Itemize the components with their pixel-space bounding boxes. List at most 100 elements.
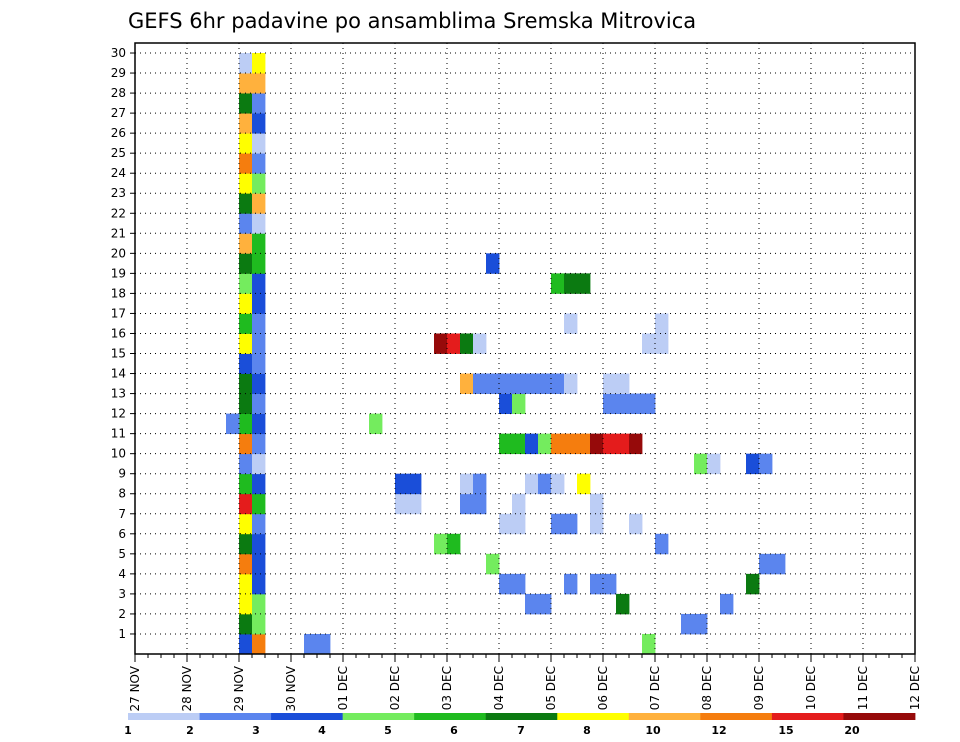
heatmap-cell: [239, 513, 253, 535]
heatmap-cell: [239, 493, 253, 515]
heatmap-cell: [239, 293, 253, 314]
heatmap-cell: [252, 113, 266, 134]
y-tick-label: 7: [118, 507, 126, 521]
heatmap-cell: [538, 593, 552, 615]
y-tick-label: 24: [111, 166, 126, 180]
heatmap-cell: [564, 373, 578, 394]
heatmap-cell: [499, 573, 513, 595]
legend-label: 5: [384, 724, 392, 737]
heatmap-cell: [512, 373, 526, 394]
legend-swatch: [771, 713, 844, 720]
heatmap-cell: [720, 593, 734, 615]
heatmap-cell: [239, 393, 253, 414]
heatmap-cell: [577, 473, 591, 495]
y-tick-label: 18: [111, 286, 126, 300]
legend: 1 2 3 4 5 6 7 8 10 12 15 20: [124, 713, 916, 737]
heatmap-cell: [525, 593, 539, 615]
heatmap-cell: [395, 493, 409, 515]
y-tick-label: 2: [118, 607, 126, 621]
heatmap-cell: [616, 393, 630, 414]
heatmap-cell: [252, 633, 266, 655]
heatmap-cell: [616, 593, 630, 615]
heatmap-cell: [239, 553, 253, 575]
heatmap-cell: [577, 433, 591, 455]
heatmap-cell: [772, 553, 786, 575]
heatmap-cell: [694, 453, 708, 475]
x-axis: 27 NOV 28 NOV 29 NOV 30 NOV 01 DEC 02 DEC 03 D…: [128, 654, 922, 712]
x-tick-label: 30 NOV: [284, 665, 298, 711]
heatmap-cell: [499, 373, 513, 394]
heatmap-cell: [252, 253, 266, 274]
heatmap-cell: [369, 413, 383, 435]
heatmap-cell: [525, 473, 539, 495]
legend-swatch: [342, 713, 415, 720]
heatmap-cell: [239, 433, 253, 455]
heatmap-cell: [252, 573, 266, 595]
heatmap-cell: [460, 473, 474, 495]
heatmap-cell: [239, 613, 253, 635]
x-tick-label: 10 DEC: [804, 666, 818, 710]
heatmap-cell: [460, 373, 474, 394]
heatmap-cell: [473, 333, 487, 354]
heatmap-cell: [252, 53, 266, 74]
heatmap-cell: [564, 573, 578, 595]
heatmap-cell: [252, 73, 266, 94]
legend-label: 8: [583, 724, 591, 737]
heatmap-cell: [460, 333, 474, 354]
y-tick-label: 29: [111, 66, 126, 80]
y-tick-label: 4: [118, 567, 126, 581]
heatmap-cell: [499, 513, 513, 535]
heatmap-cell: [629, 433, 643, 455]
heatmap-cell: [239, 413, 253, 435]
heatmap-cell: [252, 333, 266, 354]
heatmap-cell: [577, 273, 591, 294]
x-tick-label: 11 DEC: [856, 666, 870, 710]
y-tick-label: 1: [118, 627, 126, 641]
heatmap-cell: [304, 633, 318, 655]
heatmap-cell: [226, 413, 240, 435]
heatmap-cell: [252, 433, 266, 455]
heatmap-cell: [512, 433, 526, 455]
grid-layer: [135, 43, 915, 654]
heatmap-cell: [564, 433, 578, 455]
heatmap-cell: [616, 433, 630, 455]
y-tick-label: 23: [111, 186, 126, 200]
heatmap-cell: [252, 193, 266, 214]
heatmap-cell: [252, 133, 266, 154]
y-tick-label: 10: [111, 447, 126, 461]
y-tick-label: 15: [111, 347, 126, 361]
heatmap-cell: [252, 353, 266, 374]
heatmap-cell: [239, 113, 253, 134]
heatmap-cell: [759, 453, 773, 475]
heatmap-cell: [239, 373, 253, 394]
heatmap-cell: [252, 373, 266, 394]
y-tick-label: 6: [118, 527, 126, 541]
heatmap-cell: [252, 453, 266, 475]
y-tick-label: 26: [111, 126, 126, 140]
heatmap-cell: [239, 73, 253, 94]
heatmap-cell: [239, 333, 253, 354]
y-tick-label: 3: [118, 587, 126, 601]
heatmap-cell: [252, 313, 266, 334]
heatmap-cell: [434, 333, 448, 354]
heatmap-cell: [681, 613, 695, 635]
heatmap-cell: [239, 313, 253, 334]
legend-label: 7: [517, 724, 525, 737]
y-tick-label: 16: [111, 326, 126, 340]
heatmap-cell: [252, 613, 266, 635]
heatmap-cell: [499, 433, 513, 455]
heatmap-cell: [239, 233, 253, 254]
y-tick-label: 27: [111, 106, 126, 120]
heatmap-cell: [252, 293, 266, 314]
y-tick-label: 13: [111, 387, 126, 401]
legend-swatch: [271, 713, 344, 720]
heatmap-cell: [395, 473, 409, 495]
y-axis: 1234567891011121314151617181920212223242…: [111, 46, 135, 641]
heatmap-cell: [473, 373, 487, 394]
legend-swatch: [414, 713, 487, 720]
heatmap-cell: [447, 533, 461, 555]
heatmap-cell: [408, 493, 422, 515]
y-tick-label: 22: [111, 206, 126, 220]
heatmap-cell: [239, 473, 253, 495]
heatmap-cell: [252, 173, 266, 194]
